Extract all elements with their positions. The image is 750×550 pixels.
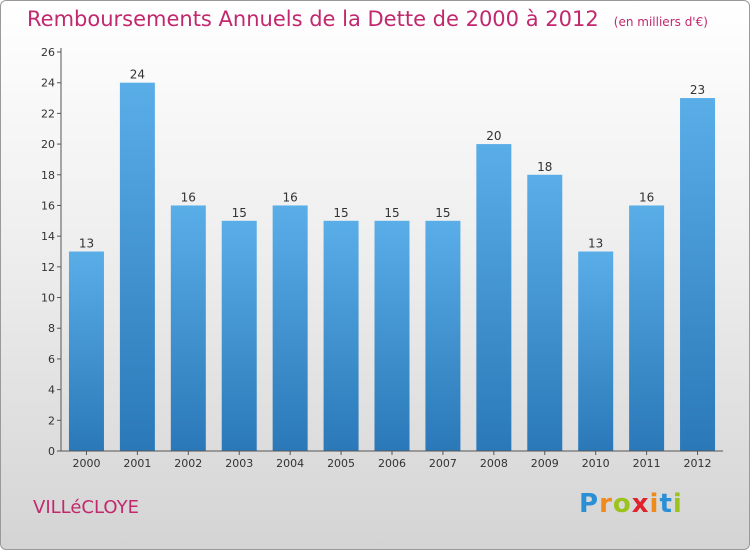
x-tick-2002: 2002 [174, 457, 202, 470]
x-tick-2011: 2011 [633, 457, 661, 470]
logo-letter: P [579, 489, 600, 519]
proxiti-logo: Proxiti [579, 489, 683, 519]
logo-letter: x [631, 489, 650, 519]
y-tick-16: 16 [41, 199, 55, 212]
x-tick-2010: 2010 [582, 457, 610, 470]
bar-2000 [68, 251, 104, 451]
x-tick-2004: 2004 [276, 457, 304, 470]
data-label-2000: 13 [79, 237, 94, 251]
data-label-2006: 15 [384, 206, 399, 220]
bar-2007 [425, 220, 461, 451]
logo-letter: r [599, 489, 613, 519]
data-label-2005: 15 [333, 206, 348, 220]
chart-title: Remboursements Annuels de la Dette de 20… [27, 7, 708, 31]
logo-letter: t [659, 489, 673, 519]
x-tick-2012: 2012 [684, 457, 712, 470]
data-label-2009: 18 [537, 160, 552, 174]
x-tick-2003: 2003 [225, 457, 253, 470]
y-tick-4: 4 [48, 384, 55, 397]
data-label-2008: 20 [486, 129, 501, 143]
y-tick-10: 10 [41, 292, 55, 305]
x-tick-2006: 2006 [378, 457, 406, 470]
y-tick-20: 20 [41, 138, 55, 151]
bar-2009 [527, 174, 563, 451]
data-label-2002: 16 [181, 190, 196, 204]
bar-2011 [629, 205, 665, 451]
logo-letter: i [649, 489, 660, 519]
x-tick-2000: 2000 [72, 457, 100, 470]
data-label-2003: 15 [232, 206, 247, 220]
y-tick-24: 24 [41, 77, 55, 90]
bar-2003 [221, 220, 257, 451]
y-tick-0: 0 [48, 445, 55, 458]
y-tick-8: 8 [48, 322, 55, 335]
x-tick-2008: 2008 [480, 457, 508, 470]
bar-2012 [680, 98, 716, 452]
logo-letter: o [612, 489, 632, 519]
x-tick-2007: 2007 [429, 457, 457, 470]
bar-2010 [578, 251, 614, 451]
logo-letter: i [672, 489, 683, 519]
title-text: Remboursements Annuels de la Dette de 20… [27, 7, 599, 31]
bar-2006 [374, 220, 410, 451]
bar-2005 [323, 220, 359, 451]
bar-2002 [170, 205, 206, 451]
x-tick-2009: 2009 [531, 457, 559, 470]
bar-2001 [119, 82, 155, 451]
x-tick-2005: 2005 [327, 457, 355, 470]
commune-name: VILLéCLOYE [33, 497, 139, 518]
data-label-2007: 15 [435, 206, 450, 220]
y-tick-26: 26 [41, 46, 55, 59]
x-tick-2001: 2001 [123, 457, 151, 470]
data-label-2004: 16 [283, 190, 298, 204]
data-label-2012: 23 [690, 83, 705, 97]
y-tick-6: 6 [48, 353, 55, 366]
data-label-2010: 13 [588, 237, 603, 251]
bar-2008 [476, 144, 512, 452]
y-tick-14: 14 [41, 230, 55, 243]
y-tick-18: 18 [41, 169, 55, 182]
unit-note: (en milliers d'€) [613, 15, 708, 29]
data-label-2011: 16 [639, 190, 654, 204]
data-label-2001: 24 [130, 68, 145, 82]
y-tick-2: 2 [48, 414, 55, 427]
y-tick-22: 22 [41, 107, 55, 120]
bar-2004 [272, 205, 308, 451]
y-tick-12: 12 [41, 261, 55, 274]
